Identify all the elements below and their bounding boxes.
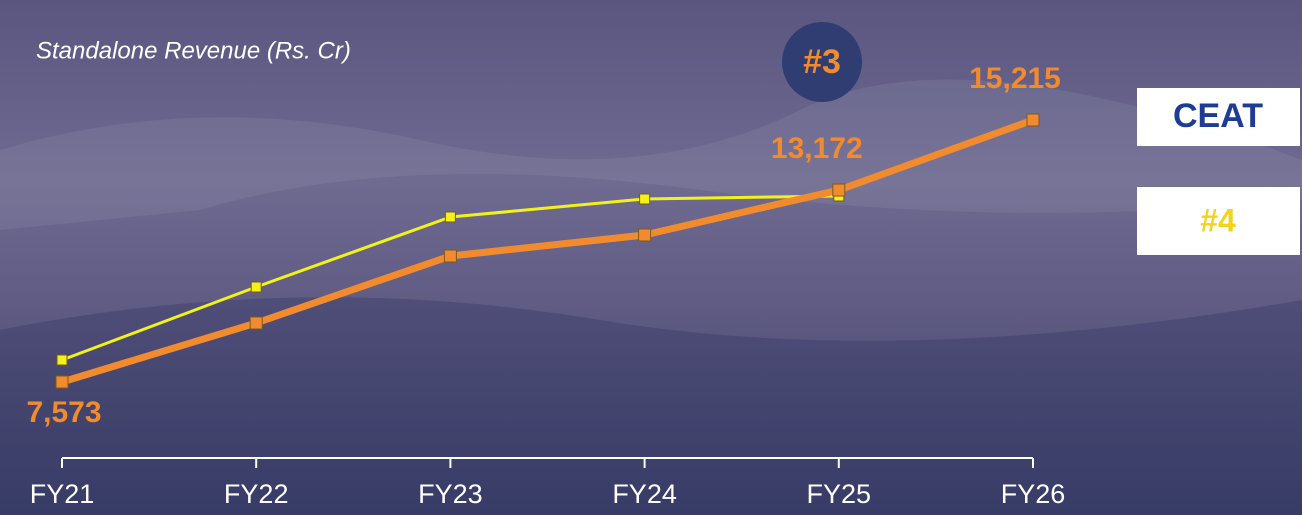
x-tick-label: FY22	[224, 479, 289, 509]
point	[444, 211, 456, 223]
point	[55, 375, 69, 389]
subtitle: Standalone Revenue (Rs. Cr)	[36, 37, 351, 64]
legend-label: #4	[1200, 202, 1236, 238]
data-label: 13,172	[771, 132, 863, 165]
mountain	[0, 79, 1302, 231]
data-label: 7,573	[26, 396, 101, 429]
mountain	[0, 297, 1302, 515]
point	[832, 183, 846, 197]
point	[249, 316, 263, 330]
point	[250, 281, 262, 293]
x-tick-label: FY23	[418, 479, 483, 509]
point	[56, 354, 68, 366]
point	[443, 249, 457, 263]
series-line	[60, 116, 1035, 386]
point	[1026, 113, 1040, 127]
legend-box	[1137, 88, 1300, 146]
x-tick-label: FY21	[30, 479, 95, 509]
x-tick-label: FY26	[1001, 479, 1066, 509]
legend-box	[1137, 187, 1300, 255]
rank-text: #3	[803, 43, 841, 81]
point	[638, 228, 652, 242]
x-tick-label: FY24	[612, 479, 677, 509]
data-label: 15,215	[969, 62, 1061, 95]
x-tick-label: FY25	[807, 479, 872, 509]
point	[639, 193, 651, 205]
legend-label: CEAT	[1173, 97, 1263, 135]
rank-badge	[782, 22, 862, 102]
